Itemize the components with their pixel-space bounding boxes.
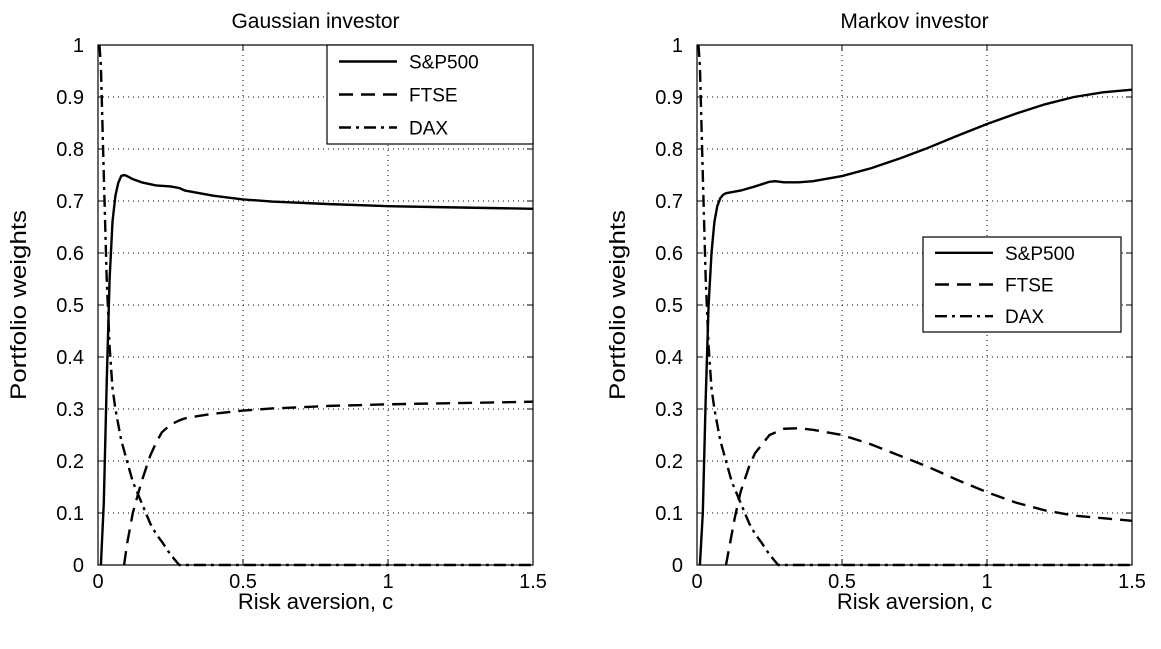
legend: S&P500 FTSE DAX — [326, 44, 534, 145]
y-tick-label: 1 — [672, 35, 683, 57]
y-tick-label: 0 — [73, 555, 84, 577]
x-tick-label: 0.5 — [828, 571, 856, 593]
x-tick-label: 1.5 — [1118, 571, 1146, 593]
legend-label-ftse: FTSE — [1005, 276, 1054, 297]
y-tick-label: 0.9 — [56, 87, 84, 109]
y-tick-label: 0.2 — [56, 451, 84, 473]
series-line-s-p500 — [99, 173, 534, 566]
legend: S&P500 FTSE DAX — [922, 236, 1122, 333]
chart-panel-markov: 0 0.5 1 1.5 0 0.1 0.2 0.3 0.4 0.5 0.6 0.7 0.8 0.9 1 Mar… — [605, 10, 1146, 614]
series-line-ftse — [724, 427, 1133, 566]
y-tick-label: 0.1 — [655, 503, 683, 525]
y-tick-label: 0.4 — [56, 347, 84, 369]
series-line-dax — [98, 44, 533, 567]
y-tick-label: 0.6 — [56, 243, 84, 265]
y-axis-label: Portfolio weights — [605, 210, 630, 400]
legend-label-s-p500: S&P500 — [409, 53, 479, 74]
y-tick-label: 0 — [672, 555, 683, 577]
series-line-dax — [697, 44, 1132, 567]
legend-label-dax: DAX — [409, 119, 448, 140]
series-line-s-p500 — [698, 88, 1133, 566]
chart-panel-gaussian: 0 0.5 1 1.5 0 0.1 0.2 0.3 0.4 0.5 0.6 0.7 0.8 0.9 1 Gau… — [6, 10, 547, 614]
y-tick-label: 1 — [73, 35, 84, 57]
y-tick-label: 0.3 — [56, 399, 84, 421]
x-tick-label: 1 — [981, 571, 992, 593]
x-tick-label: 0 — [92, 571, 103, 593]
chart-title: Gaussian investor — [231, 10, 399, 33]
legend-label-ftse: FTSE — [409, 86, 458, 107]
y-tick-label: 0.2 — [655, 451, 683, 473]
x-axis-label: Risk aversion, c — [238, 589, 393, 614]
y-tick-label: 0.8 — [56, 139, 84, 161]
legend-label-dax: DAX — [1005, 307, 1044, 328]
y-tick-label: 0.7 — [655, 191, 683, 213]
y-tick-label: 0.6 — [655, 243, 683, 265]
y-tick-label: 0.5 — [655, 295, 683, 317]
x-tick-label: 0.5 — [229, 571, 257, 593]
y-tick-label: 0.1 — [56, 503, 84, 525]
chart-title: Markov investor — [840, 10, 988, 33]
legend-label-s-p500: S&P500 — [1005, 244, 1075, 265]
x-tick-label: 0 — [691, 571, 702, 593]
x-tick-label: 1 — [382, 571, 393, 593]
x-axis-label: Risk aversion, c — [837, 589, 992, 614]
y-tick-label: 0.7 — [56, 191, 84, 213]
x-tick-label: 1.5 — [519, 571, 547, 593]
series-line-ftse — [122, 400, 534, 566]
y-axis-label: Portfolio weights — [6, 210, 31, 400]
y-tick-label: 0.3 — [655, 399, 683, 421]
y-tick-label: 0.8 — [655, 139, 683, 161]
y-tick-label: 0.5 — [56, 295, 84, 317]
y-tick-label: 0.9 — [655, 87, 683, 109]
y-tick-label: 0.4 — [655, 347, 683, 369]
